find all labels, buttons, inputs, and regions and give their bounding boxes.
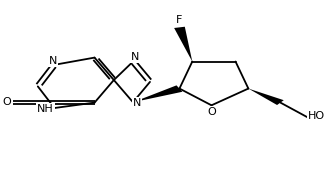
Text: HO: HO [308,111,325,121]
Text: N: N [130,52,139,62]
Text: N: N [49,56,57,66]
Text: O: O [2,97,11,107]
Polygon shape [174,27,192,62]
Polygon shape [248,89,284,105]
Text: N: N [133,98,141,108]
Polygon shape [133,85,183,102]
Text: F: F [176,15,183,25]
Text: NH: NH [37,104,54,114]
Text: O: O [208,107,216,117]
